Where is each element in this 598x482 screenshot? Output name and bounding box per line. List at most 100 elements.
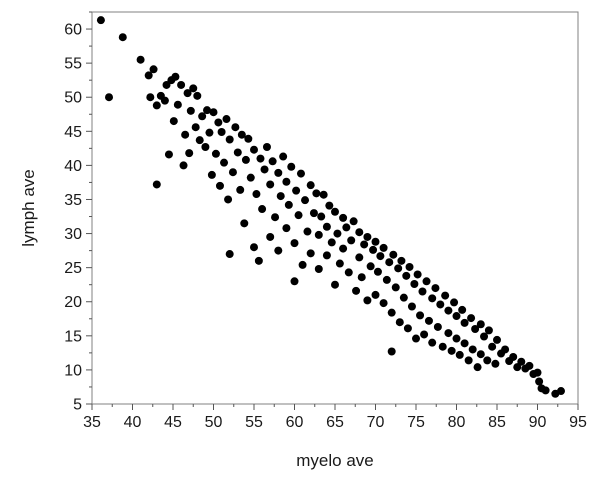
- data-point: [369, 245, 378, 254]
- data-point: [373, 267, 382, 276]
- data-point: [290, 277, 299, 286]
- data-point: [397, 256, 406, 265]
- data-point: [149, 65, 158, 74]
- data-point: [480, 332, 489, 341]
- data-point: [301, 196, 310, 205]
- data-point: [450, 298, 459, 307]
- data-point: [402, 271, 411, 280]
- data-point: [333, 229, 342, 238]
- x-axis: 35 40 45 50 55 60 65 70 75 80 85 90 95: [83, 404, 587, 431]
- data-point: [342, 223, 351, 232]
- data-point: [339, 244, 348, 253]
- data-point: [455, 350, 464, 359]
- data-point: [355, 228, 364, 237]
- data-point: [391, 283, 400, 292]
- data-point: [322, 222, 331, 231]
- data-point: [254, 256, 263, 265]
- data-point: [258, 205, 267, 214]
- data-point: [303, 227, 312, 236]
- data-point: [357, 273, 366, 282]
- data-point: [309, 209, 318, 218]
- data-point: [433, 322, 442, 331]
- data-point: [385, 258, 394, 267]
- data-point: [399, 293, 408, 302]
- data-point: [282, 177, 291, 186]
- data-point: [416, 311, 425, 320]
- y-tick-label: 5: [73, 397, 82, 414]
- data-point: [193, 91, 202, 100]
- data-point: [325, 201, 334, 210]
- data-point: [294, 211, 303, 220]
- data-point: [371, 237, 380, 246]
- x-tick-label: 85: [488, 414, 506, 431]
- data-point: [363, 232, 372, 241]
- data-point: [214, 118, 223, 127]
- data-point: [252, 190, 261, 199]
- x-tick-label: 75: [407, 414, 425, 431]
- data-point: [387, 347, 396, 356]
- data-point: [271, 213, 280, 222]
- data-point: [460, 318, 469, 327]
- data-point: [476, 320, 485, 329]
- data-point: [366, 262, 375, 271]
- data-point: [460, 339, 469, 348]
- data-point: [493, 335, 501, 344]
- data-point: [452, 334, 461, 343]
- data-point: [256, 154, 265, 163]
- data-point: [246, 173, 255, 182]
- data-point: [314, 230, 323, 239]
- x-tick-label: 35: [83, 414, 101, 431]
- y-tick-label: 35: [64, 192, 82, 209]
- data-point: [458, 305, 467, 314]
- y-tick-label: 30: [64, 226, 82, 243]
- data-point: [533, 368, 542, 377]
- data-point: [452, 312, 461, 321]
- data-point: [403, 324, 412, 333]
- data-point: [468, 345, 477, 354]
- y-tick-label: 45: [64, 124, 82, 141]
- data-point: [287, 162, 296, 171]
- data-point: [513, 363, 522, 372]
- x-tick-label: 70: [367, 414, 385, 431]
- data-point: [183, 89, 192, 98]
- data-point: [96, 16, 105, 25]
- data-point: [339, 213, 348, 222]
- data-point: [405, 262, 414, 271]
- data-point: [535, 377, 544, 386]
- y-tick-label: 10: [64, 362, 82, 379]
- data-point: [471, 325, 480, 334]
- data-point: [220, 158, 229, 167]
- data-point: [428, 338, 437, 347]
- data-point: [279, 152, 288, 161]
- data-point: [274, 168, 283, 177]
- data-point: [224, 195, 233, 204]
- data-point: [266, 180, 275, 189]
- x-tick-label: 55: [245, 414, 263, 431]
- data-point: [244, 134, 253, 143]
- x-tick-label: 65: [326, 414, 344, 431]
- data-point: [225, 250, 234, 259]
- data-point: [233, 148, 242, 157]
- data-point: [240, 219, 249, 228]
- data-point: [231, 123, 240, 132]
- data-point: [160, 96, 169, 105]
- data-point: [441, 291, 450, 300]
- data-point: [225, 135, 234, 144]
- data-point: [282, 224, 291, 233]
- data-point: [352, 286, 361, 295]
- data-point: [241, 155, 250, 164]
- data-point: [420, 330, 429, 339]
- data-point: [422, 277, 431, 286]
- data-point: [349, 217, 358, 226]
- data-point: [185, 149, 194, 158]
- data-point: [136, 55, 145, 64]
- data-point: [387, 308, 396, 317]
- data-point: [164, 150, 173, 159]
- data-point: [412, 334, 420, 343]
- data-point: [436, 300, 445, 309]
- data-point: [389, 250, 398, 259]
- data-point: [382, 275, 391, 284]
- x-tick-label: 95: [569, 414, 587, 431]
- data-point: [217, 127, 226, 136]
- data-point: [363, 296, 372, 305]
